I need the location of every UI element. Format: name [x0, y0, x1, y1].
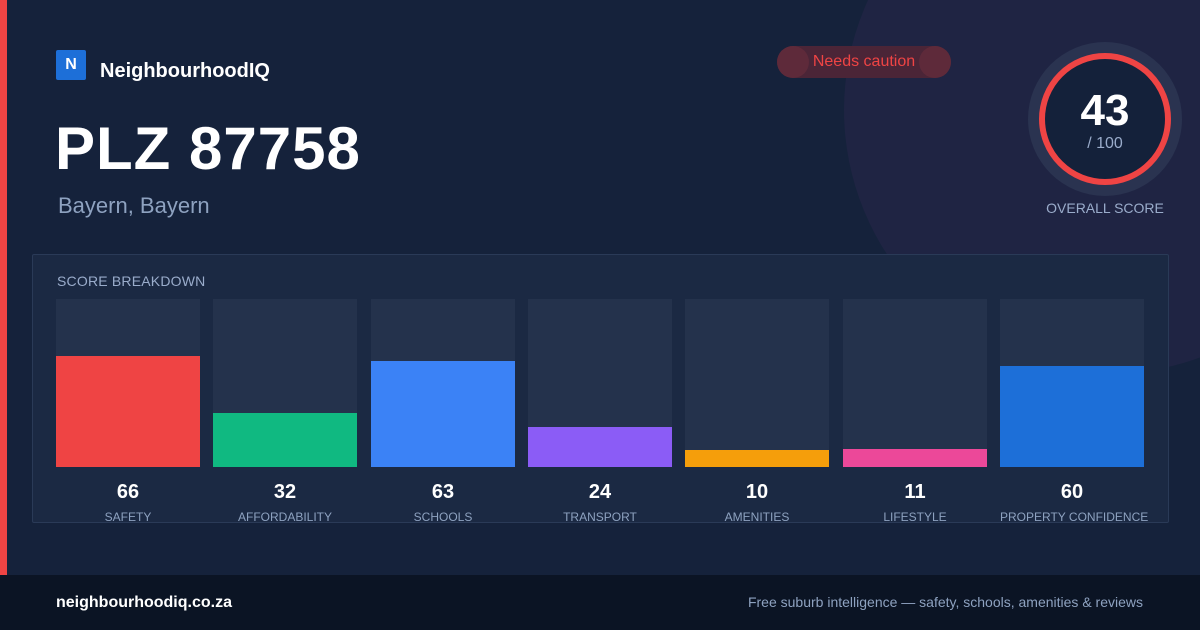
footer-tagline: Free suburb intelligence — safety, schoo… [747, 594, 1143, 610]
bar-label-schools: SCHOOLS [413, 510, 473, 524]
footer-url[interactable]: neighbourhoodiq.co.za [56, 594, 232, 611]
bar-amenities [685, 450, 829, 467]
bar-column-safety: 66 SAFETY [56, 299, 200, 524]
bar-column-property-confidence: 60 PROPERTY CONFIDENCE [1000, 299, 1149, 524]
page-title: PLZ 87758 [55, 115, 361, 182]
bar-label-property-confidence: PROPERTY CONFIDENCE [1000, 510, 1149, 524]
score-breakdown-title: SCORE BREAKDOWN [57, 273, 206, 289]
bar-property-confidence [1000, 366, 1144, 467]
bar-label-affordability: AFFORDABILITY [237, 510, 332, 524]
bar-track [213, 299, 357, 467]
status-badge-label: Needs caution [812, 53, 916, 70]
bar-track [528, 299, 672, 467]
bar-track [56, 299, 200, 467]
bar-affordability [213, 413, 357, 467]
status-badge-left-cap [777, 46, 809, 78]
brand-name: NeighbourhoodIQ [100, 60, 270, 82]
bar-transport [528, 427, 672, 467]
bar-value-transport: 24 [588, 481, 612, 503]
bar-track [843, 299, 987, 467]
footer: neighbourhoodiq.co.za Free suburb intell… [0, 575, 1200, 630]
bar-schools [371, 361, 515, 467]
bar-column-lifestyle: 11 LIFESTYLE [843, 299, 987, 524]
page-subtitle: Bayern, Bayern [58, 193, 210, 218]
score-breakdown-panel: SCORE BREAKDOWN 66 SAFETY 32 AFFORDABILITY 6… [32, 254, 1169, 524]
bar-lifestyle [843, 449, 987, 467]
brand-logo-icon: N [56, 49, 86, 80]
bar-track [1000, 299, 1144, 467]
status-badge-right-cap [919, 46, 951, 78]
bar-label-transport: TRANSPORT [563, 510, 637, 524]
brand[interactable]: N NeighbourhoodIQ [56, 46, 270, 83]
bar-value-affordability: 32 [273, 481, 297, 503]
bar-value-safety: 66 [116, 481, 140, 503]
bar-track [685, 299, 829, 467]
bar-track [371, 299, 515, 467]
bar-column-amenities: 10 AMENITIES [685, 299, 829, 524]
bar-column-transport: 24 TRANSPORT [528, 299, 672, 524]
overall-score-dial: 43 / 100 [1039, 53, 1171, 185]
bar-label-amenities: AMENITIES [724, 510, 790, 524]
bar-column-affordability: 32 AFFORDABILITY [213, 299, 357, 524]
bar-value-amenities: 10 [745, 481, 769, 503]
bar-label-lifestyle: LIFESTYLE [883, 510, 947, 524]
overall-score-caption: OVERALL SCORE [1046, 200, 1164, 216]
overall-score-value: 43 [1080, 86, 1130, 135]
bar-label-safety: SAFETY [104, 510, 152, 524]
overall-score-max: / 100 [1087, 135, 1123, 152]
bar-safety [56, 356, 200, 467]
bar-column-schools: 63 SCHOOLS [371, 299, 515, 524]
status-badge: Needs caution [777, 46, 951, 78]
overall-score-ring: 43 / 100 [1028, 42, 1182, 196]
bar-value-lifestyle: 11 [904, 481, 926, 503]
bar-value-schools: 63 [431, 481, 455, 503]
accent-bar [0, 0, 7, 575]
bar-value-property-confidence: 60 [1060, 481, 1084, 503]
